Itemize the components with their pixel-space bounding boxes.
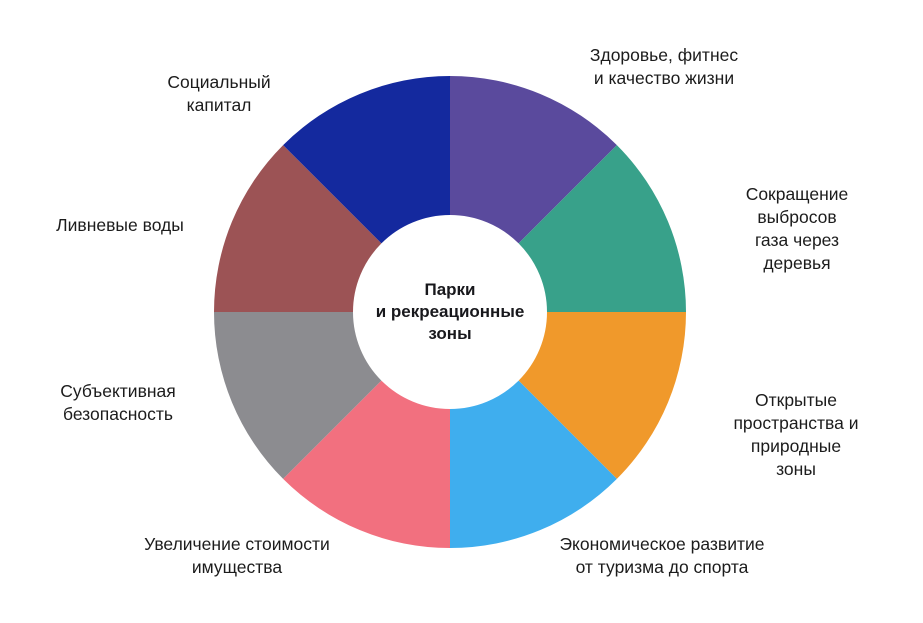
slice-label-stormwater: Ливневые воды: [56, 215, 184, 235]
donut-slice-7: [283, 76, 450, 244]
donut-center-label: Парки и рекреационные зоны: [375, 279, 525, 344]
slice-label-subjective-safety: Субъективная безопасность: [60, 381, 176, 425]
donut-slice-5: [214, 312, 382, 479]
slice-label-social-capital: Социальный капитал: [167, 72, 271, 116]
slice-label-gas-reduction: Сокращение выбросов газа через деревья: [745, 184, 849, 274]
donut-slice-3: [450, 380, 617, 548]
slice-label-health-fitness: Здоровье, фитнес и качество жизни: [589, 45, 739, 89]
slice-label-economic-development: Экономическое развитие от туризма до спо…: [559, 534, 765, 578]
donut-slice-6: [214, 145, 382, 312]
donut-slice-0: [450, 76, 617, 244]
slice-label-open-spaces: Открытые пространства и природные зоны: [733, 390, 859, 480]
donut-slice-1: [518, 145, 686, 312]
donut-slice-2: [518, 312, 686, 479]
donut-slice-4: [283, 380, 450, 548]
slice-label-property-value: Увеличение стоимости имущества: [144, 534, 330, 578]
